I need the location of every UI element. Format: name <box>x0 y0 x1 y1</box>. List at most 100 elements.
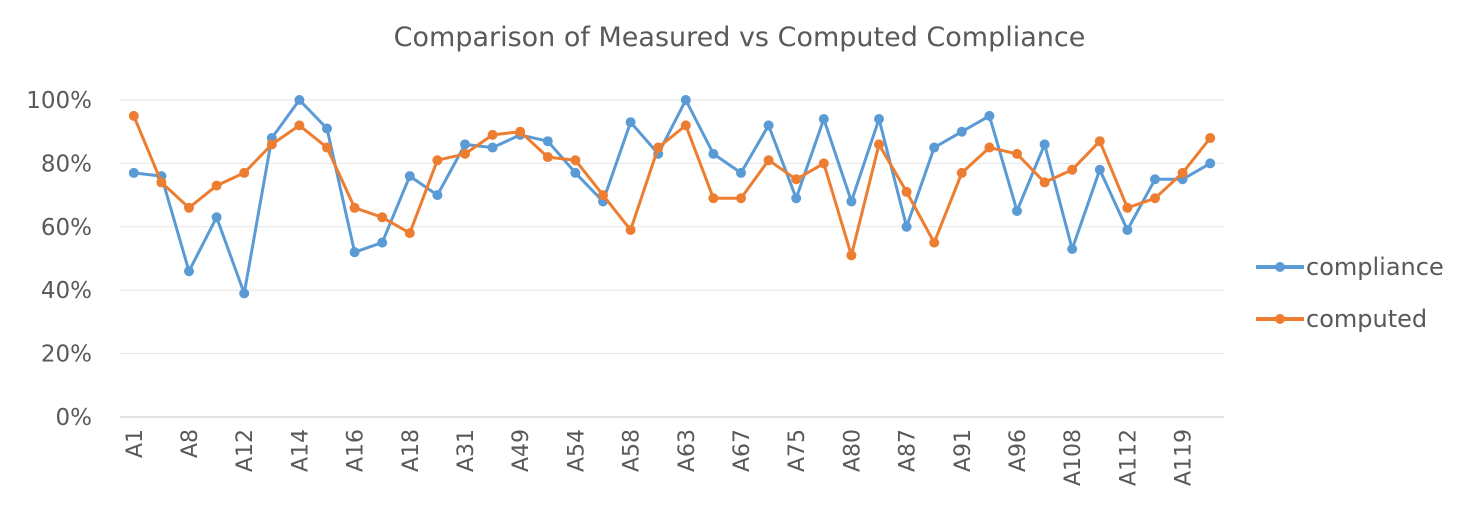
x-tick-label: A80 <box>840 429 865 472</box>
data-point-computed <box>128 110 139 121</box>
y-tick-label: 0% <box>56 405 93 431</box>
data-point-compliance <box>680 95 691 105</box>
data-point-compliance <box>929 142 940 153</box>
data-point-computed <box>266 139 277 150</box>
data-point-computed <box>432 155 443 166</box>
data-point-computed <box>818 158 829 169</box>
data-point-compliance <box>791 193 802 204</box>
data-point-computed <box>515 126 526 137</box>
y-tick-label: 100% <box>26 88 92 114</box>
legend-dot-compliance <box>1275 262 1285 272</box>
data-point-computed <box>239 167 250 178</box>
data-point-computed <box>1122 202 1133 213</box>
x-tick-label: A18 <box>399 429 424 472</box>
legend-dot-computed <box>1275 314 1285 324</box>
data-point-computed <box>322 142 332 153</box>
data-point-compliance <box>294 95 305 105</box>
chart-title: Comparison of Measured vs Computed Compl… <box>393 22 1086 53</box>
data-point-computed <box>1177 167 1188 178</box>
x-tick-label: A96 <box>1006 429 1031 472</box>
y-tick-label: 60% <box>41 215 92 241</box>
data-point-compliance <box>570 167 581 178</box>
data-point-compliance <box>239 288 250 299</box>
data-point-computed <box>791 174 802 185</box>
data-point-compliance <box>184 266 194 277</box>
data-point-computed <box>736 193 746 204</box>
data-point-compliance <box>846 196 857 207</box>
data-point-computed <box>874 139 884 150</box>
data-point-computed <box>956 167 967 178</box>
x-tick-label: A119 <box>1172 429 1197 486</box>
x-tick-label: A31 <box>454 429 479 472</box>
data-point-compliance <box>901 221 912 232</box>
y-tick-label: 20% <box>41 342 92 368</box>
data-point-computed <box>156 177 167 188</box>
data-point-compliance <box>1205 158 1216 169</box>
data-point-compliance <box>542 136 553 147</box>
data-point-compliance <box>736 167 746 178</box>
data-point-computed <box>460 148 470 159</box>
x-tick-label: A91 <box>951 429 976 472</box>
data-point-computed <box>570 155 581 166</box>
data-point-computed <box>1012 148 1022 159</box>
x-tick-label: A112 <box>1116 429 1141 486</box>
data-point-compliance <box>128 167 139 178</box>
data-point-compliance <box>1012 205 1022 216</box>
data-point-compliance <box>377 237 388 248</box>
data-point-computed <box>211 180 222 191</box>
data-point-computed <box>680 120 691 131</box>
x-tick-label: A108 <box>1061 429 1086 486</box>
x-tick-label: A67 <box>730 429 755 472</box>
data-point-computed <box>901 186 912 197</box>
x-tick-label: A87 <box>896 429 921 472</box>
x-tick-label: A49 <box>509 429 534 472</box>
data-point-computed <box>1094 136 1105 147</box>
y-tick-label: 80% <box>41 151 92 177</box>
legend-label-computed: computed <box>1306 305 1428 333</box>
x-tick-label: A63 <box>675 429 700 472</box>
series-line-compliance <box>132 98 1212 295</box>
data-point-compliance <box>984 110 995 121</box>
y-tick-label: 40% <box>41 278 92 304</box>
x-tick-label: A8 <box>178 429 203 458</box>
data-point-computed <box>708 193 719 204</box>
data-point-compliance <box>625 117 636 128</box>
data-point-computed <box>349 202 360 213</box>
x-tick-label: A75 <box>785 429 810 472</box>
x-tick-label: A1 <box>123 429 148 458</box>
data-point-computed <box>184 202 194 213</box>
chart-legend: compliance computed <box>1256 250 1444 354</box>
legend-marker-computed <box>1256 309 1304 329</box>
data-point-compliance <box>1039 139 1050 150</box>
data-point-computed <box>1150 193 1160 204</box>
data-point-computed <box>846 250 857 261</box>
legend-label-compliance: compliance <box>1306 253 1444 281</box>
data-point-compliance <box>322 123 332 134</box>
data-point-computed <box>404 228 415 239</box>
legend-item-compliance: compliance <box>1256 250 1444 284</box>
data-point-computed <box>653 142 664 153</box>
data-point-computed <box>984 142 995 153</box>
data-point-compliance <box>211 212 222 223</box>
data-point-computed <box>1067 164 1078 175</box>
data-point-computed <box>542 152 553 163</box>
data-point-compliance <box>1094 164 1105 175</box>
data-point-compliance <box>432 190 443 201</box>
x-tick-label: A12 <box>233 429 258 472</box>
data-point-computed <box>377 212 388 223</box>
data-point-computed <box>294 120 305 131</box>
x-tick-label: A54 <box>564 429 589 472</box>
data-point-compliance <box>1122 224 1133 235</box>
x-tick-label: A14 <box>288 429 313 472</box>
data-point-computed <box>625 224 636 235</box>
data-point-compliance <box>708 148 719 159</box>
data-point-computed <box>1039 177 1050 188</box>
data-point-compliance <box>404 171 415 182</box>
data-point-compliance <box>1067 243 1078 254</box>
data-point-compliance <box>956 126 967 137</box>
data-point-compliance <box>460 139 470 150</box>
x-tick-label: A58 <box>620 429 645 472</box>
series-line-computed <box>132 114 1212 257</box>
data-point-compliance <box>487 142 498 153</box>
